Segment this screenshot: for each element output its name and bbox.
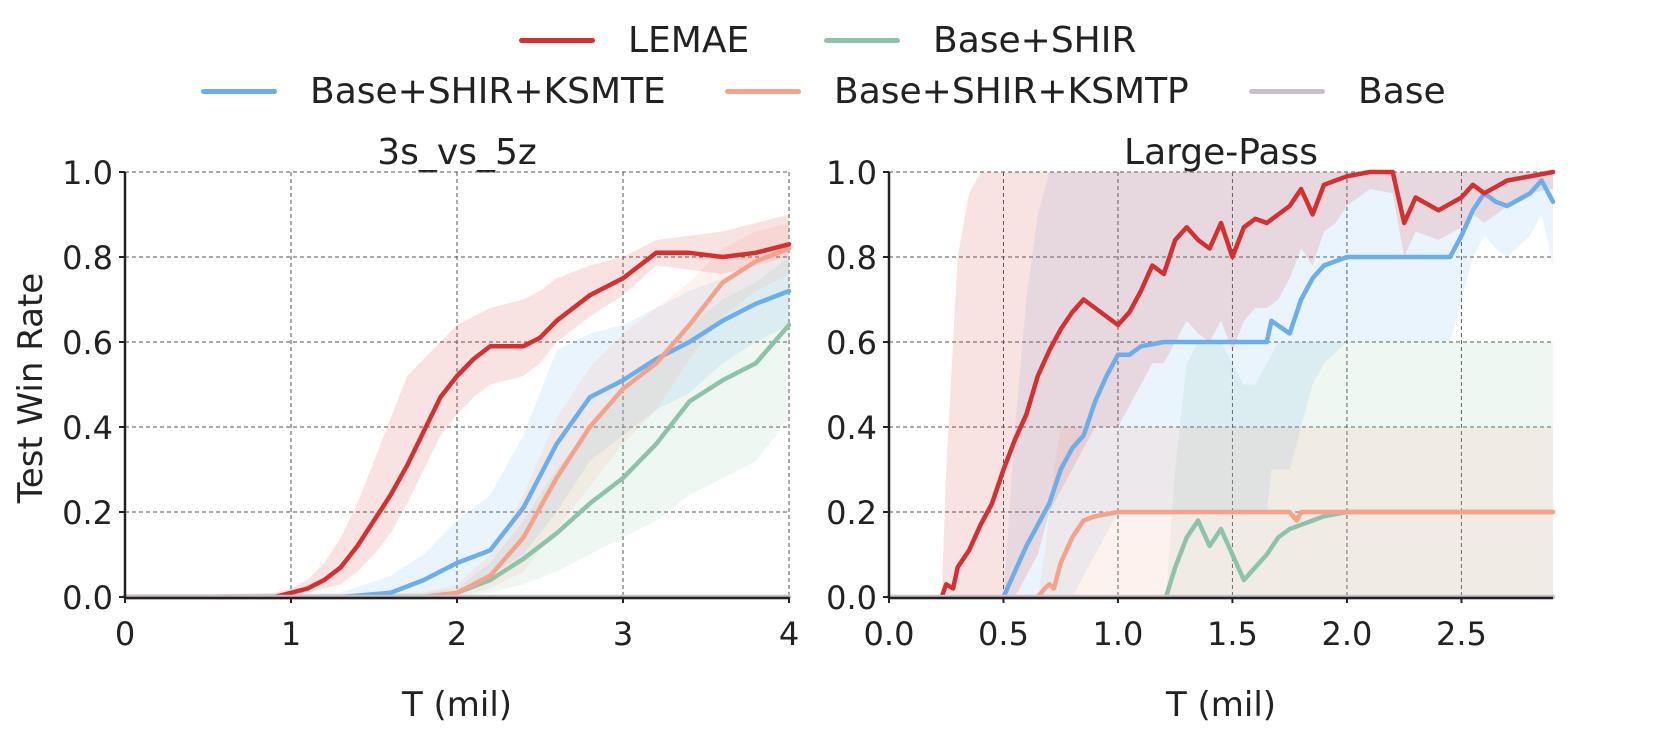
panel-3s-vs-5z: 3s_vs_5z Test Win Rate T (mil) 0 1 2 3 4 0.0… — [11, 132, 799, 725]
legend-item-base-shir-ksmte: Base+SHIR+KSMTE — [201, 71, 666, 112]
bands — [941, 172, 1553, 597]
x-tick-label: 1.0 — [1093, 615, 1144, 653]
band-base-shir — [125, 257, 789, 597]
y-tick-label: 0.0 — [62, 579, 113, 617]
legend-swatch-base-shir — [824, 38, 900, 43]
legend-item-base-shir: Base+SHIR — [824, 20, 1136, 61]
x-tick-label: 0.5 — [978, 615, 1029, 653]
legend-label-base-shir-ksmte: Base+SHIR+KSMTE — [310, 71, 666, 112]
legend-swatch-base-shir-ksmtp — [725, 89, 801, 94]
y-ticks: 0.0 0.2 0.4 0.6 0.8 1.0 — [826, 154, 889, 617]
chart-title: Large-Pass — [1124, 132, 1318, 173]
x-tick-label: 2.5 — [1436, 615, 1487, 653]
band-base-shir — [1166, 342, 1553, 597]
x-tick-label: 3 — [613, 615, 633, 653]
x-tick-label: 1.5 — [1207, 615, 1258, 653]
legend-item-base: Base — [1249, 71, 1446, 112]
series-line-base-shir-ksmte — [1001, 178, 1556, 600]
y-axis-label: Test Win Rate — [11, 273, 51, 504]
bands — [125, 214, 789, 597]
x-ticks: 0.0 0.5 1.0 1.5 2.0 2.5 — [864, 597, 1487, 653]
y-tick-label: 1.0 — [62, 154, 113, 192]
x-tick-label: 1 — [281, 615, 301, 653]
series-line-lemae — [939, 169, 1556, 600]
legend-label-base-shir-ksmtp: Base+SHIR+KSMTP — [834, 71, 1189, 112]
x-axis-label: T (mil) — [1165, 685, 1276, 725]
x-tick-label: 2 — [447, 615, 467, 653]
x-ticks: 0 1 2 3 4 — [115, 597, 799, 653]
series-line-lemae — [122, 242, 792, 600]
series-line-base-shir — [1163, 509, 1556, 600]
band-base-shir-ksmtp — [1037, 427, 1553, 597]
series-line-base-shir-ksmte — [122, 288, 792, 600]
y-tick-label: 0.2 — [826, 494, 877, 532]
series-line-base-shir-ksmtp — [1035, 509, 1556, 600]
legend-swatch-lemae — [519, 38, 595, 43]
x-tick-label: 2.0 — [1321, 615, 1372, 653]
legend-swatch-base — [1249, 89, 1325, 94]
legend: LEMAE Base+SHIR Base+SHIR+KSMTE Base+SHI… — [0, 0, 1661, 130]
legend-swatch-base-shir-ksmte — [201, 89, 277, 94]
y-tick-label: 0.0 — [826, 579, 877, 617]
y-tick-label: 0.4 — [62, 409, 113, 447]
series-line-base-shir-ksmtp — [122, 246, 792, 600]
legend-label-lemae: LEMAE — [628, 20, 750, 61]
band-lemae — [125, 214, 789, 597]
y-tick-label: 0.8 — [826, 239, 877, 277]
axes — [887, 172, 1553, 600]
y-tick-label: 1.0 — [826, 154, 877, 192]
legend-label-base-shir: Base+SHIR — [933, 20, 1137, 61]
band-base-shir-ksmtp — [125, 223, 789, 597]
y-tick-label: 0.6 — [62, 324, 113, 362]
legend-label-base: Base — [1358, 71, 1446, 112]
legend-item-base-shir-ksmtp: Base+SHIR+KSMTP — [725, 71, 1189, 112]
band-base-shir-ksmte — [125, 257, 789, 597]
legend-item-lemae: LEMAE — [519, 20, 749, 61]
chart-title: 3s_vs_5z — [377, 132, 537, 173]
band-lemae — [941, 172, 1553, 597]
x-axis-label: T (mil) — [401, 685, 512, 725]
y-tick-label: 0.2 — [62, 494, 113, 532]
x-tick-label: 4 — [779, 615, 799, 653]
y-tick-label: 0.8 — [62, 239, 113, 277]
panel-large-pass: Large-Pass T (mil) 0.0 0.5 1.0 1.5 2.0 2.5 0.… — [826, 132, 1556, 725]
x-tick-label: 0.0 — [864, 615, 915, 653]
x-tick-label: 0 — [115, 615, 135, 653]
band-base-shir-ksmte — [1003, 172, 1553, 597]
y-tick-label: 0.6 — [826, 324, 877, 362]
y-ticks: 0.0 0.2 0.4 0.6 0.8 1.0 — [62, 154, 125, 617]
y-tick-label: 0.4 — [826, 409, 877, 447]
